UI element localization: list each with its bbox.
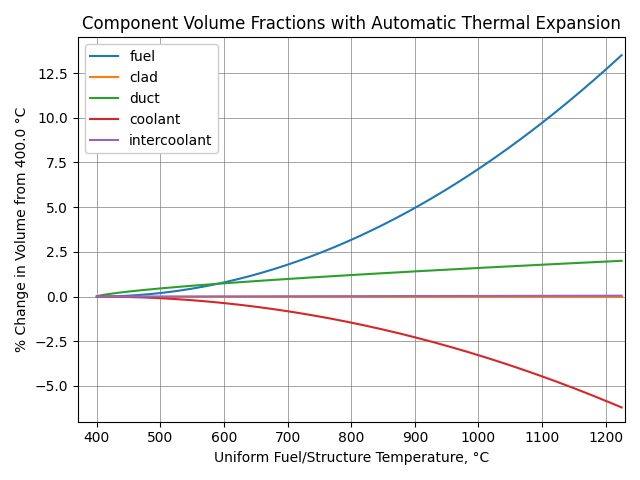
intercoolant: [404, 293, 412, 299]
duct: [95, 293, 102, 299]
intercoolant: [405, 293, 413, 299]
Line: intercoolant: intercoolant: [97, 296, 621, 297]
duct: [535, 262, 543, 268]
coolant: [93, 294, 100, 300]
coolant: [95, 294, 102, 300]
intercoolant: [414, 293, 422, 299]
clad: [414, 294, 422, 300]
fuel: [535, 122, 543, 128]
coolant: [414, 335, 422, 341]
X-axis label: Uniform Fuel/Structure Temperature, °C: Uniform Fuel/Structure Temperature, °C: [214, 451, 489, 465]
clad: [93, 294, 100, 300]
duct: [93, 294, 100, 300]
fuel: [404, 209, 412, 215]
clad: [535, 294, 543, 300]
Title: Component Volume Fractions with Automatic Thermal Expansion: Component Volume Fractions with Automati…: [82, 15, 621, 33]
coolant: [618, 405, 625, 410]
clad: [405, 294, 413, 300]
fuel: [95, 294, 102, 300]
intercoolant: [93, 294, 100, 300]
clad: [404, 294, 412, 300]
Line: duct: duct: [97, 261, 621, 297]
fuel: [405, 208, 413, 214]
Line: fuel: fuel: [97, 55, 621, 297]
fuel: [568, 96, 576, 101]
coolant: [405, 333, 413, 339]
duct: [405, 269, 413, 275]
Legend: fuel, clad, duct, coolant, intercoolant: fuel, clad, duct, coolant, intercoolant: [84, 44, 218, 153]
duct: [618, 258, 625, 264]
fuel: [93, 294, 100, 300]
duct: [414, 268, 422, 274]
duct: [404, 269, 412, 275]
fuel: [618, 52, 625, 58]
fuel: [414, 204, 422, 209]
Y-axis label: % Change in Volume from 400.0 °C: % Change in Volume from 400.0 °C: [15, 107, 29, 352]
clad: [95, 294, 102, 300]
coolant: [535, 372, 543, 378]
intercoolant: [618, 293, 625, 299]
Line: coolant: coolant: [97, 297, 621, 408]
intercoolant: [568, 293, 576, 299]
clad: [568, 294, 576, 300]
intercoolant: [95, 294, 102, 300]
coolant: [404, 333, 412, 338]
intercoolant: [535, 293, 543, 299]
clad: [618, 294, 625, 300]
coolant: [568, 385, 576, 391]
duct: [568, 260, 576, 266]
